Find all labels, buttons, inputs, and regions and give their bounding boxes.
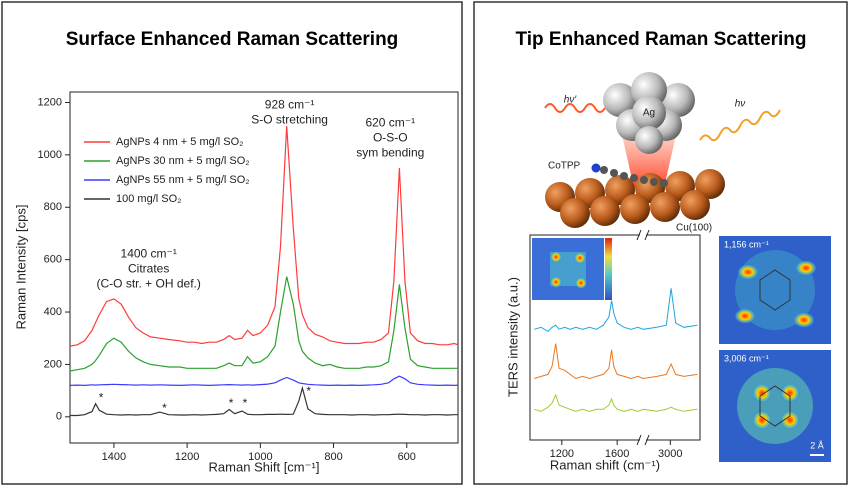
light-wave bbox=[699, 109, 781, 142]
y-tick-label: 200 bbox=[44, 358, 62, 370]
panel-heading: Tip Enhanced Raman Scattering bbox=[515, 29, 806, 50]
molecule-overlay bbox=[759, 269, 791, 311]
light-wave bbox=[544, 103, 606, 113]
inset-map bbox=[532, 238, 612, 300]
ag-atom bbox=[632, 96, 666, 130]
panel-border bbox=[1, 1, 463, 485]
annotation: (C-O str. + OH def.) bbox=[97, 277, 201, 291]
cu-atom bbox=[620, 194, 650, 224]
map-spot bbox=[780, 383, 800, 403]
axis-break bbox=[644, 229, 650, 241]
map-spot bbox=[550, 251, 562, 263]
x-axis-label: Raman shift (cm⁻¹) bbox=[550, 457, 660, 472]
plot-frame bbox=[69, 91, 459, 444]
x-tick-label: 1200 bbox=[550, 448, 574, 460]
plot-frame bbox=[529, 234, 701, 441]
ag-atom bbox=[635, 126, 663, 154]
legend-label: AgNPs 55 nm + 5 mg/l SO₂ bbox=[116, 174, 250, 186]
annotation: S-O stretching bbox=[251, 112, 328, 126]
annotation: * bbox=[243, 396, 248, 410]
illustration: Ag hν′ hν CoTPP Cu(100) bbox=[544, 72, 781, 234]
illustration-label: hν′ bbox=[564, 95, 578, 106]
map-image bbox=[737, 368, 813, 444]
annotation: sym bending bbox=[356, 146, 424, 160]
series-line bbox=[534, 343, 698, 380]
annotation: Citrates bbox=[128, 262, 169, 276]
series-line bbox=[534, 288, 698, 333]
panel-heading: Surface Enhanced Raman Scattering bbox=[66, 29, 399, 50]
legend-label: AgNPs 30 nm + 5 mg/l SO₂ bbox=[116, 155, 250, 167]
map-spot bbox=[737, 264, 759, 280]
map-spot bbox=[780, 410, 800, 430]
y-axis-label: Raman Intensity [cps] bbox=[13, 205, 28, 330]
stm-map: 3,006 cm⁻¹ 2 Å bbox=[719, 350, 831, 462]
cu-atom bbox=[590, 196, 620, 226]
annotation: * bbox=[99, 391, 104, 405]
y-tick-label: 1200 bbox=[38, 96, 62, 108]
x-tick-label: 800 bbox=[324, 451, 342, 463]
x-tick-label: 3000 bbox=[658, 448, 682, 460]
x-tick-label: 1200 bbox=[175, 451, 199, 463]
legend-label: AgNPs 4 nm + 5 mg/l SO₂ bbox=[116, 136, 243, 148]
map-spot bbox=[574, 252, 586, 264]
map-spot bbox=[752, 383, 772, 403]
x-tick-label: 1000 bbox=[248, 451, 272, 463]
series-line bbox=[69, 126, 459, 347]
axis-break bbox=[640, 436, 646, 444]
series-line bbox=[534, 393, 698, 412]
x-axis-label: Raman Shift [cm⁻¹] bbox=[209, 459, 320, 474]
ag-atom bbox=[661, 83, 695, 117]
axis-break bbox=[636, 229, 642, 241]
illustration-label: Cu(100) bbox=[676, 223, 712, 234]
molecule-atom bbox=[591, 163, 601, 173]
annotation: * bbox=[162, 401, 167, 415]
illustration-label: Ag bbox=[643, 108, 655, 119]
cu-atom bbox=[680, 190, 710, 220]
illustration-label: CoTPP bbox=[548, 161, 581, 172]
x-tick-label: 600 bbox=[398, 451, 416, 463]
map-spot bbox=[550, 276, 562, 288]
axis-break bbox=[644, 434, 650, 446]
legend-label: 100 mg/l SO₂ bbox=[116, 193, 181, 205]
axis-break bbox=[636, 434, 642, 446]
annotation: 620 cm⁻¹ bbox=[365, 116, 415, 130]
ag-atom bbox=[603, 83, 637, 117]
molecule bbox=[600, 166, 668, 187]
map-spot bbox=[795, 260, 817, 276]
y-tick-label: 400 bbox=[44, 306, 62, 318]
series-line bbox=[69, 276, 458, 372]
series-line bbox=[70, 385, 458, 417]
cu-atom bbox=[650, 192, 680, 222]
annotation: * bbox=[306, 384, 311, 398]
map-spot bbox=[752, 410, 772, 430]
y-tick-label: 0 bbox=[56, 411, 62, 423]
axis-break bbox=[640, 231, 646, 239]
series-line bbox=[69, 375, 459, 387]
x-tick-label: 1600 bbox=[605, 448, 629, 460]
map-spot bbox=[793, 312, 815, 328]
plots: 0 200 400 600 800 1000 1200 1400 1200 1000 800 600 R… bbox=[13, 91, 701, 474]
molecule-overlay bbox=[759, 385, 791, 427]
y-axis-label: TERS intensity (a.u.) bbox=[505, 277, 520, 397]
annotation: * bbox=[229, 396, 234, 410]
annotation: O-S-O bbox=[373, 131, 408, 145]
map-spot bbox=[734, 308, 756, 324]
map-label: 3,006 cm⁻¹ bbox=[724, 353, 769, 363]
cu-atom bbox=[560, 198, 590, 228]
illustration-label: hν bbox=[735, 99, 746, 110]
annotation: 1400 cm⁻¹ bbox=[121, 247, 177, 261]
annotation: 928 cm⁻¹ bbox=[265, 97, 315, 111]
panel-border bbox=[473, 1, 848, 485]
map-label: 1,156 cm⁻¹ bbox=[724, 239, 769, 249]
y-tick-label: 600 bbox=[44, 254, 62, 266]
y-tick-label: 800 bbox=[44, 201, 62, 213]
stm-map: 1,156 cm⁻¹ bbox=[719, 236, 831, 344]
cu-atom bbox=[695, 169, 725, 199]
map-spot bbox=[575, 277, 587, 289]
x-tick-label: 1400 bbox=[102, 451, 126, 463]
scale-bar-label: 2 Å bbox=[810, 440, 824, 450]
y-tick-label: 1000 bbox=[38, 149, 62, 161]
colorbar bbox=[605, 238, 612, 300]
